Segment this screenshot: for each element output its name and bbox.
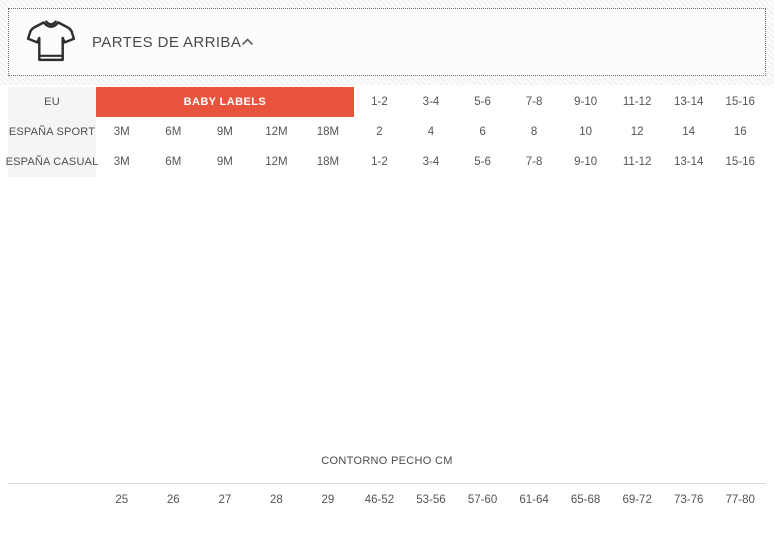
table-cell: 61-64	[519, 494, 549, 506]
table-cell: 9-10	[574, 96, 598, 108]
row-label-eu: EU	[8, 87, 96, 117]
table-cell: 73-76	[673, 494, 704, 506]
table-cell: 9-10	[574, 156, 598, 168]
table-cell: 8	[530, 126, 538, 138]
divider-line	[8, 483, 766, 484]
table-cell: 1-2	[371, 156, 388, 168]
chest-measure-row: 25 26 27 28 29 46-52 53-56 57-60 61-64 6…	[8, 484, 766, 516]
table-cell: 10	[579, 126, 592, 138]
chest-measure-title: CONTORNO PECHO CM	[321, 455, 453, 467]
table-cell: 6M	[165, 126, 182, 138]
table-cell: 15-16	[725, 156, 755, 168]
size-conversion-table: EU BABY LABELS 1-2 3-4 5-6 7-8 9-10 11-1…	[6, 87, 766, 177]
table-cell: 28	[269, 494, 283, 506]
table-cell: 5-6	[474, 96, 491, 108]
table-cell: 12M	[265, 156, 288, 168]
table-cell: 5-6	[474, 156, 491, 168]
table-cell: 13-14	[673, 96, 704, 108]
baby-labels-banner: BABY LABELS	[96, 87, 354, 117]
table-cell: 3-4	[422, 96, 440, 108]
table-cell: 3-4	[422, 156, 440, 168]
table-cell: 9M	[216, 126, 233, 138]
accordion-header-area: PARTES DE ARRIBA	[0, 0, 774, 85]
table-cell: 4	[427, 126, 435, 138]
table-cell: 6	[479, 126, 486, 138]
table-cell: 16	[733, 126, 747, 138]
table-cell: 65-68	[570, 494, 601, 506]
table-cell: 27	[218, 494, 232, 506]
table-cell: 57-60	[467, 494, 498, 506]
table-cell: 9M	[216, 156, 233, 168]
table-cell: 11-12	[622, 96, 652, 108]
empty-area	[0, 177, 774, 454]
tshirt-icon	[25, 15, 77, 69]
table-cell: 7-8	[525, 156, 543, 168]
table-cell: 69-72	[622, 494, 652, 506]
table-cell: 18M	[316, 156, 340, 168]
table-cell: 53-56	[416, 494, 446, 506]
table-cell: 1-2	[371, 96, 388, 108]
chevron-up-icon[interactable]	[241, 38, 254, 46]
page-title: PARTES DE ARRIBA	[92, 33, 242, 51]
table-cell: 26	[166, 494, 180, 506]
table-cell: 6M	[165, 156, 182, 168]
accordion-header[interactable]: PARTES DE ARRIBA	[8, 8, 766, 76]
table-cell: 13-14	[673, 156, 704, 168]
table-cell: 3M	[113, 126, 130, 138]
table-cell: 18M	[316, 126, 340, 138]
table-cell: 12M	[265, 126, 288, 138]
table-cell: 2	[376, 126, 383, 138]
row-label-espana-casual: ESPAÑA CASUAL	[6, 147, 98, 177]
table-cell: 11-12	[622, 156, 652, 168]
table-cell: 14	[682, 126, 696, 138]
table-cell-empty	[8, 484, 96, 516]
table-cell: 7-8	[525, 96, 543, 108]
table-cell: 29	[321, 494, 335, 506]
table-cell: 77-80	[725, 494, 755, 506]
table-cell: 3M	[113, 156, 130, 168]
row-label-espana-sport: ESPAÑA SPORT	[8, 117, 96, 147]
table-cell: 46-52	[364, 494, 395, 506]
table-cell: 15-16	[725, 96, 755, 108]
table-cell: 12	[630, 126, 644, 138]
table-cell: 25	[115, 494, 129, 506]
